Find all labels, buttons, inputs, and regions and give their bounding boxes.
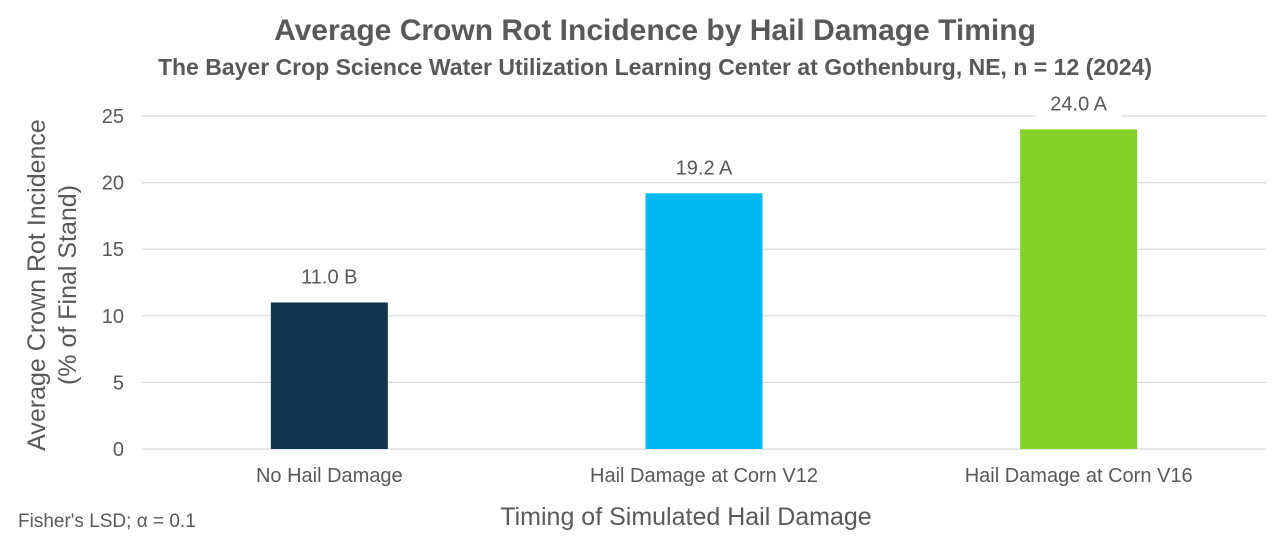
x-axis-title: Timing of Simulated Hail Damage xyxy=(500,503,871,531)
y-tick-label: 15 xyxy=(102,239,124,261)
x-tick-label: Hail Damage at Corn V12 xyxy=(590,465,818,487)
data-labels: 11.0 B 19.2 A 24.0 A xyxy=(286,89,1122,291)
chart-title: Average Crown Rot Incidence by Hail Dama… xyxy=(274,14,1036,47)
bar xyxy=(270,302,388,449)
x-tick-labels: No Hail Damage Hail Damage at Corn V12 Hai… xyxy=(256,465,1193,487)
y-tick-label: 10 xyxy=(102,306,124,328)
data-label: 11.0 B xyxy=(301,266,357,288)
data-label: 19.2 A xyxy=(676,157,733,179)
bar xyxy=(1020,129,1138,449)
y-tick-labels: 0 5 10 15 20 25 xyxy=(102,106,124,461)
data-label-background xyxy=(661,153,747,182)
footnote: Fisher's LSD; α = 0.1 xyxy=(18,511,196,532)
chart-subtitle: The Bayer Crop Science Water Utilization… xyxy=(158,54,1152,80)
y-tick-label: 20 xyxy=(102,173,124,195)
x-tick-label: Hail Damage at Corn V16 xyxy=(965,465,1193,487)
x-tick-label: No Hail Damage xyxy=(256,465,403,487)
data-label: 24.0 A xyxy=(1050,93,1107,115)
y-tick-label: 5 xyxy=(113,372,124,394)
data-label-background xyxy=(286,262,372,291)
data-label-background xyxy=(1036,89,1122,118)
y-tick-label: 25 xyxy=(102,106,124,128)
bar xyxy=(645,193,763,449)
y-axis-title-line1: Average Crown Rot Incidence xyxy=(23,119,51,451)
y-axis-title-line2: (% of Final Stand) xyxy=(54,185,82,385)
y-tick-label: 0 xyxy=(113,439,124,461)
bars xyxy=(270,129,1138,449)
